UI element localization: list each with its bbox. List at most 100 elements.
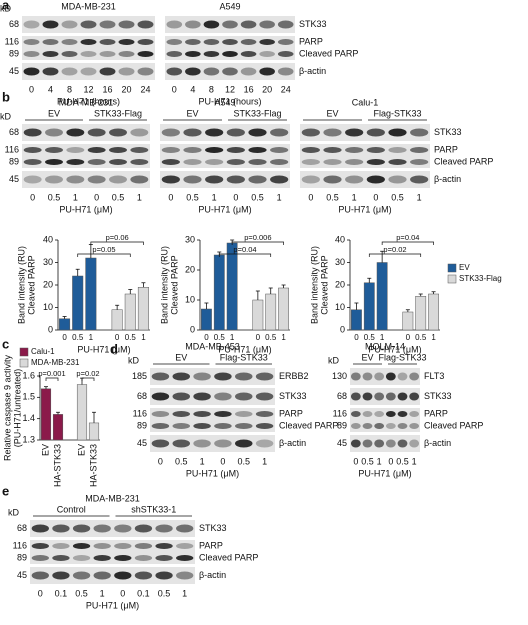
band bbox=[23, 67, 40, 76]
band bbox=[130, 147, 149, 153]
band bbox=[72, 543, 91, 549]
bar bbox=[201, 308, 212, 331]
band bbox=[366, 175, 385, 184]
band bbox=[151, 439, 170, 448]
band bbox=[23, 39, 40, 45]
lane-label: 0 bbox=[308, 192, 313, 202]
p-bracket bbox=[368, 253, 422, 257]
band bbox=[161, 128, 180, 137]
band bbox=[166, 39, 183, 45]
band bbox=[134, 524, 153, 533]
group-label: STK33-Flag bbox=[94, 108, 142, 118]
x-tick-label: 1 bbox=[431, 333, 436, 342]
lane-label: 0 bbox=[30, 192, 35, 202]
band bbox=[52, 543, 70, 549]
band bbox=[161, 175, 180, 184]
blot-title: MDA-MB-231 bbox=[61, 1, 116, 11]
band bbox=[255, 411, 274, 417]
band-label: Cleaved PARP bbox=[299, 48, 358, 58]
band bbox=[118, 51, 135, 57]
x-tick-label: 1 bbox=[281, 333, 286, 342]
band bbox=[205, 159, 224, 165]
band bbox=[350, 392, 361, 401]
band bbox=[185, 51, 201, 57]
lane-label: 0 bbox=[373, 192, 378, 202]
band bbox=[193, 439, 211, 448]
x-tick-label: 1 bbox=[89, 333, 94, 342]
p-value: p=0.04 bbox=[233, 245, 256, 254]
blot-strip bbox=[150, 388, 275, 405]
band bbox=[87, 147, 106, 153]
band bbox=[214, 423, 232, 429]
p-value: p=0.06 bbox=[106, 233, 129, 242]
band bbox=[301, 147, 320, 153]
band bbox=[155, 543, 173, 549]
band bbox=[52, 571, 70, 580]
band bbox=[235, 392, 253, 401]
x-tick-label: 0.5 bbox=[214, 333, 226, 342]
band bbox=[66, 159, 85, 165]
legend-label: Calu-1 bbox=[31, 347, 55, 356]
band bbox=[323, 175, 342, 184]
band-label: PARP bbox=[424, 408, 448, 418]
p-bracket bbox=[90, 241, 144, 245]
band-label: STK33 bbox=[279, 391, 307, 401]
lane-label: 0.5 bbox=[112, 192, 125, 202]
band bbox=[31, 555, 49, 561]
mw-marker: 45 bbox=[137, 438, 147, 448]
lane-label: 0 bbox=[353, 456, 358, 466]
band bbox=[270, 128, 289, 137]
band bbox=[42, 67, 59, 76]
lane-label: 0 bbox=[158, 456, 163, 466]
mw-marker: 45 bbox=[337, 438, 347, 448]
band bbox=[61, 67, 78, 76]
band bbox=[385, 423, 396, 429]
band bbox=[185, 20, 201, 29]
band-label: PARP bbox=[279, 408, 303, 418]
band bbox=[72, 555, 91, 561]
band bbox=[235, 372, 253, 381]
lane-label: 0.1 bbox=[55, 588, 68, 598]
p-value: p=0.02 bbox=[383, 245, 406, 254]
band bbox=[93, 524, 111, 533]
band bbox=[23, 147, 42, 153]
band bbox=[277, 39, 294, 45]
x-axis-label: PU-H71 (μM) bbox=[338, 204, 391, 214]
band bbox=[61, 39, 78, 45]
lane-label: 1 bbox=[100, 588, 105, 598]
lane-label: 1 bbox=[182, 588, 187, 598]
band bbox=[45, 159, 63, 165]
lane-label: 1 bbox=[137, 192, 142, 202]
band bbox=[410, 128, 429, 137]
band bbox=[409, 439, 420, 448]
bar bbox=[111, 309, 123, 331]
band bbox=[203, 20, 220, 29]
lane-label: 0 bbox=[29, 84, 34, 94]
panel-letter: a bbox=[2, 0, 10, 12]
bar bbox=[40, 388, 52, 441]
band bbox=[345, 128, 364, 137]
band bbox=[277, 67, 294, 76]
band bbox=[137, 39, 154, 45]
lane-label: 0.1 bbox=[137, 588, 150, 598]
blot-title: Calu-1 bbox=[352, 97, 379, 107]
band bbox=[362, 392, 373, 401]
band bbox=[235, 439, 253, 448]
lane-label: 16 bbox=[244, 84, 254, 94]
band bbox=[66, 128, 85, 137]
lane-label: 0.5 bbox=[251, 192, 264, 202]
y-tick-label: 40 bbox=[43, 234, 53, 244]
band bbox=[183, 147, 202, 153]
bar bbox=[124, 293, 136, 331]
band-label: β-actin bbox=[199, 570, 226, 580]
x-tick-label: HA-STK33 bbox=[88, 444, 98, 487]
band bbox=[350, 439, 361, 448]
band bbox=[259, 67, 275, 76]
band-label: Cleaved PARP bbox=[279, 420, 338, 430]
band bbox=[385, 392, 396, 401]
band bbox=[374, 439, 385, 448]
band bbox=[235, 423, 253, 429]
y-axis-label: Band intensity (RU) bbox=[16, 246, 26, 324]
bar bbox=[137, 287, 149, 331]
lane-label: 1 bbox=[277, 192, 282, 202]
